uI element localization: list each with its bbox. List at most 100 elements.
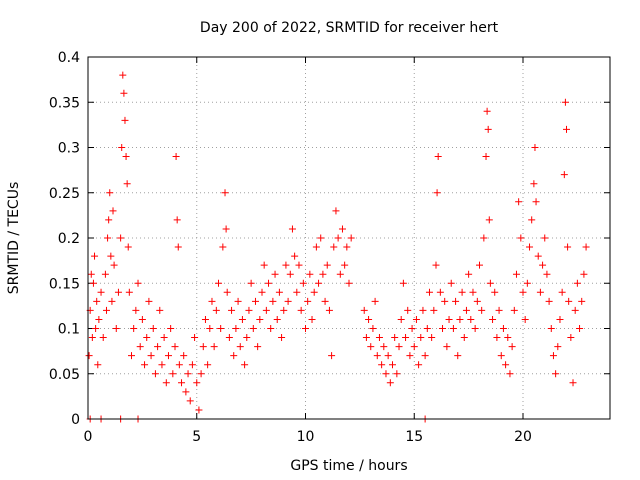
data-point: [528, 216, 536, 224]
data-point: [517, 234, 525, 242]
data-point: [222, 225, 230, 233]
data-point: [275, 288, 283, 296]
data-point: [260, 261, 268, 269]
data-point: [406, 352, 414, 360]
data-point: [147, 352, 155, 360]
data-point: [295, 261, 303, 269]
data-point: [215, 279, 222, 287]
data-point: [273, 315, 281, 323]
data-point: [201, 315, 209, 323]
data-point: [280, 306, 288, 314]
data-point: [485, 216, 493, 224]
data-point: [249, 325, 257, 332]
data-point: [143, 334, 151, 342]
data-point: [410, 343, 418, 351]
y-tick-label: 0.35: [49, 95, 80, 111]
data-point: [119, 71, 127, 79]
data-point: [286, 270, 294, 278]
data-point: [541, 234, 549, 242]
data-point: [417, 334, 425, 342]
data-point: [121, 116, 129, 124]
data-point: [391, 334, 399, 342]
data-point: [297, 306, 305, 314]
data-point: [101, 270, 109, 278]
data-point: [107, 252, 115, 260]
data-point: [415, 361, 423, 369]
data-point: [469, 288, 477, 296]
data-point: [483, 107, 491, 115]
data-point: [89, 279, 97, 287]
data-point: [175, 361, 183, 369]
data-point: [439, 325, 447, 332]
y-tick-label: 0.2: [58, 231, 80, 247]
data-point: [228, 306, 236, 314]
data-point: [234, 297, 242, 305]
data-point: [182, 388, 190, 396]
data-point: [321, 297, 329, 305]
data-point: [230, 352, 238, 360]
data-point: [425, 288, 433, 296]
x-tick-label: 10: [297, 429, 315, 445]
y-tick-label: 0.4: [58, 50, 80, 66]
data-point: [491, 288, 499, 296]
data-point: [441, 297, 449, 305]
data-point: [495, 306, 503, 314]
data-point: [188, 361, 196, 369]
data-point: [278, 334, 286, 342]
data-point: [423, 325, 431, 332]
data-point: [489, 315, 497, 323]
data-point: [476, 261, 483, 269]
data-point: [493, 334, 501, 342]
data-point: [136, 343, 144, 351]
data-point: [560, 171, 568, 179]
data-point: [325, 306, 333, 314]
chart-title: Day 200 of 2022, SRMTID for receiver her…: [200, 20, 499, 36]
data-point: [447, 279, 455, 287]
data-point: [330, 243, 338, 251]
data-point: [106, 189, 114, 197]
x-tick-labels: 0 5 10 15 20: [84, 429, 532, 445]
data-point: [193, 379, 201, 387]
y-tick-label: 0.1: [58, 322, 80, 338]
data-point: [87, 270, 95, 278]
data-point: [531, 144, 539, 151]
data-point: [191, 334, 199, 342]
data-point: [197, 370, 205, 378]
data-point: [419, 306, 427, 314]
data-point: [105, 216, 113, 224]
data-point: [408, 325, 416, 332]
data-point: [293, 288, 301, 296]
data-point: [336, 270, 344, 278]
data-point: [345, 279, 353, 287]
data-point: [141, 361, 149, 369]
data-point: [443, 343, 451, 351]
data-point: [223, 288, 231, 296]
data-point: [104, 234, 112, 242]
data-point: [208, 297, 216, 305]
data-point: [162, 379, 170, 387]
data-point: [251, 297, 259, 305]
y-tick-labels: 0 0.05 0.1 0.15 0.2 0.25 0.3 0.35 0.4: [49, 50, 80, 428]
data-point: [221, 189, 229, 197]
data-point: [130, 325, 138, 332]
data-point: [389, 361, 396, 369]
data-point: [395, 343, 403, 351]
data-point: [497, 352, 505, 360]
data-point: [145, 297, 153, 305]
data-point: [332, 207, 340, 215]
data-point: [386, 379, 394, 387]
data-point: [315, 279, 323, 287]
data-point: [480, 234, 488, 242]
data-point: [532, 198, 540, 206]
data-point: [563, 125, 570, 133]
data-point: [128, 352, 135, 360]
data-point: [267, 325, 275, 332]
data-point: [206, 325, 214, 332]
data-point: [458, 288, 466, 296]
data-point: [149, 325, 157, 332]
x-tick-label: 20: [514, 429, 532, 445]
data-point: [94, 361, 102, 369]
data-point: [436, 288, 444, 296]
data-point: [254, 343, 262, 351]
